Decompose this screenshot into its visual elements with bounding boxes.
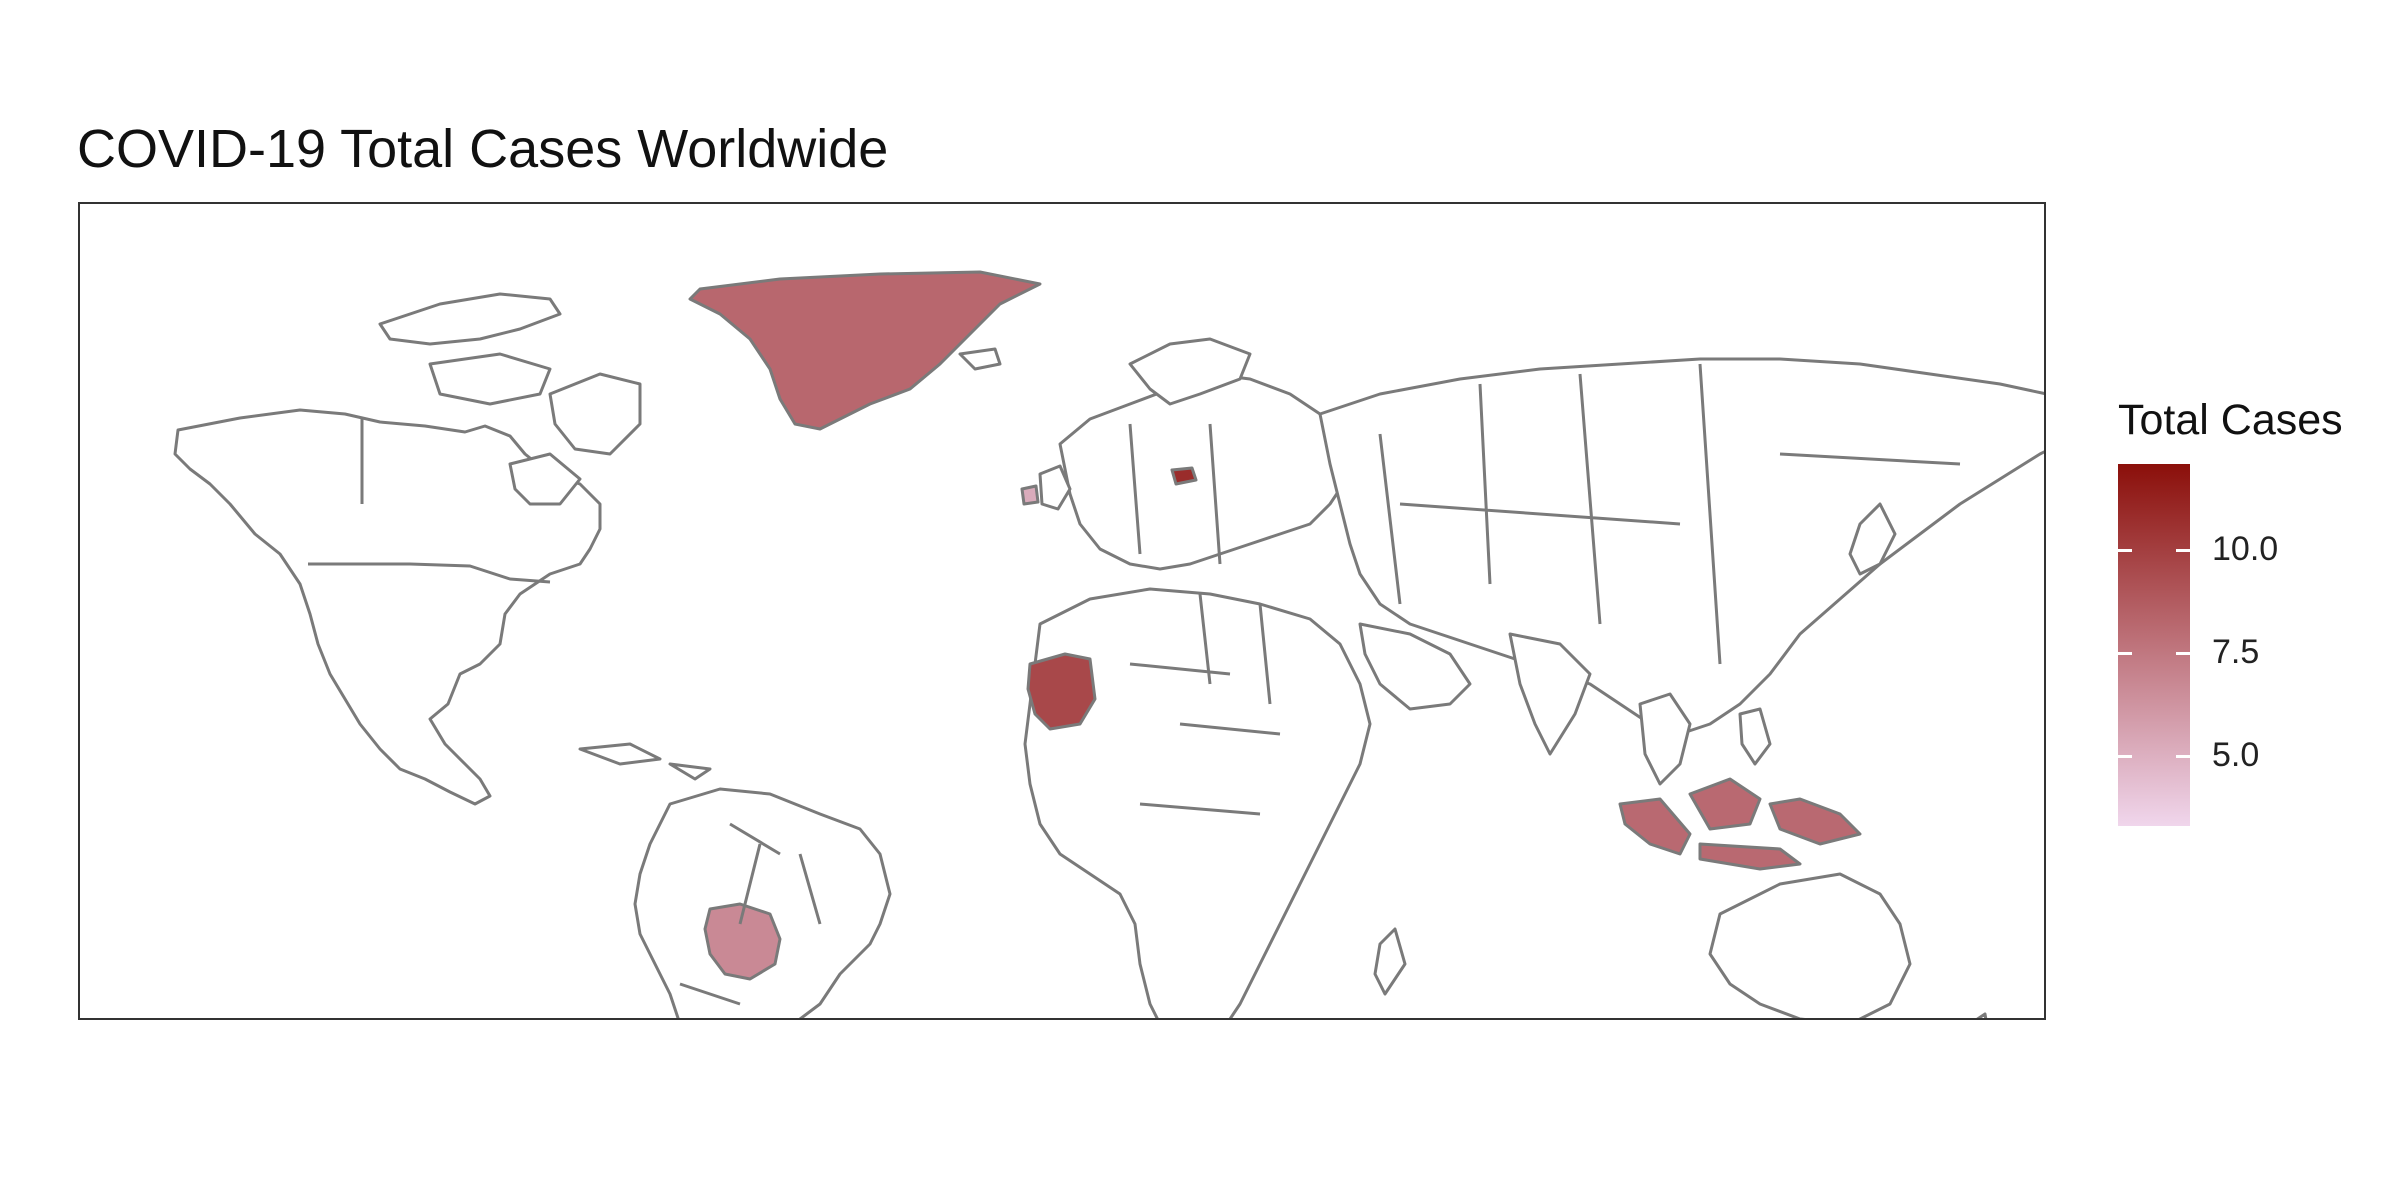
madagascar [1373,927,1407,996]
us-canada-border [308,562,551,584]
ireland [1020,484,1040,506]
greenland [688,270,1042,431]
bolivia [703,902,782,981]
new-zealand [1976,1012,1988,1018]
legend-tick-label: 10.0 [2212,530,2279,569]
caribbean-islands [668,762,712,781]
world-map [173,270,2044,1018]
hudson-bay [508,452,582,506]
africa-landmass [1023,587,1372,1018]
australia [1708,872,1912,1018]
legend-tick-mark [2118,755,2132,759]
scandinavia [1128,337,1252,406]
india [1508,632,1592,756]
arctic-islands [378,292,562,346]
legend-tick-mark [2176,652,2190,656]
legend-tick-mark [2118,549,2132,553]
asia-landmass [1318,357,2044,736]
legend-color-bar [2118,464,2190,826]
iceland [958,347,1002,371]
southeast-asia [1638,692,1692,786]
mauritania [1026,652,1097,731]
philippines [1738,707,1772,766]
map-panel [78,202,2046,1020]
indonesia [1618,777,1862,871]
legend-tick-label: 5.0 [2212,736,2260,775]
legend-title: Total Cases [2118,396,2343,444]
europe-landmass [1058,372,1352,571]
south-america-landmass [633,787,892,1018]
lithuania [1170,466,1198,486]
legend-tick-label: 7.5 [2212,633,2260,672]
legend-tick-mark [2176,549,2190,553]
legend-tick-mark [2118,652,2132,656]
arabian-peninsula [1358,622,1472,711]
japan [1848,502,1897,576]
country-borders [679,363,1961,1006]
baffin-island [548,372,642,456]
arctic-islands [428,352,552,406]
north-america-landmass [173,408,602,806]
uk [1038,464,1072,511]
caribbean-islands [578,742,662,766]
legend-tick-mark [2176,755,2190,759]
chart-title: COVID-19 Total Cases Worldwide [77,119,889,179]
